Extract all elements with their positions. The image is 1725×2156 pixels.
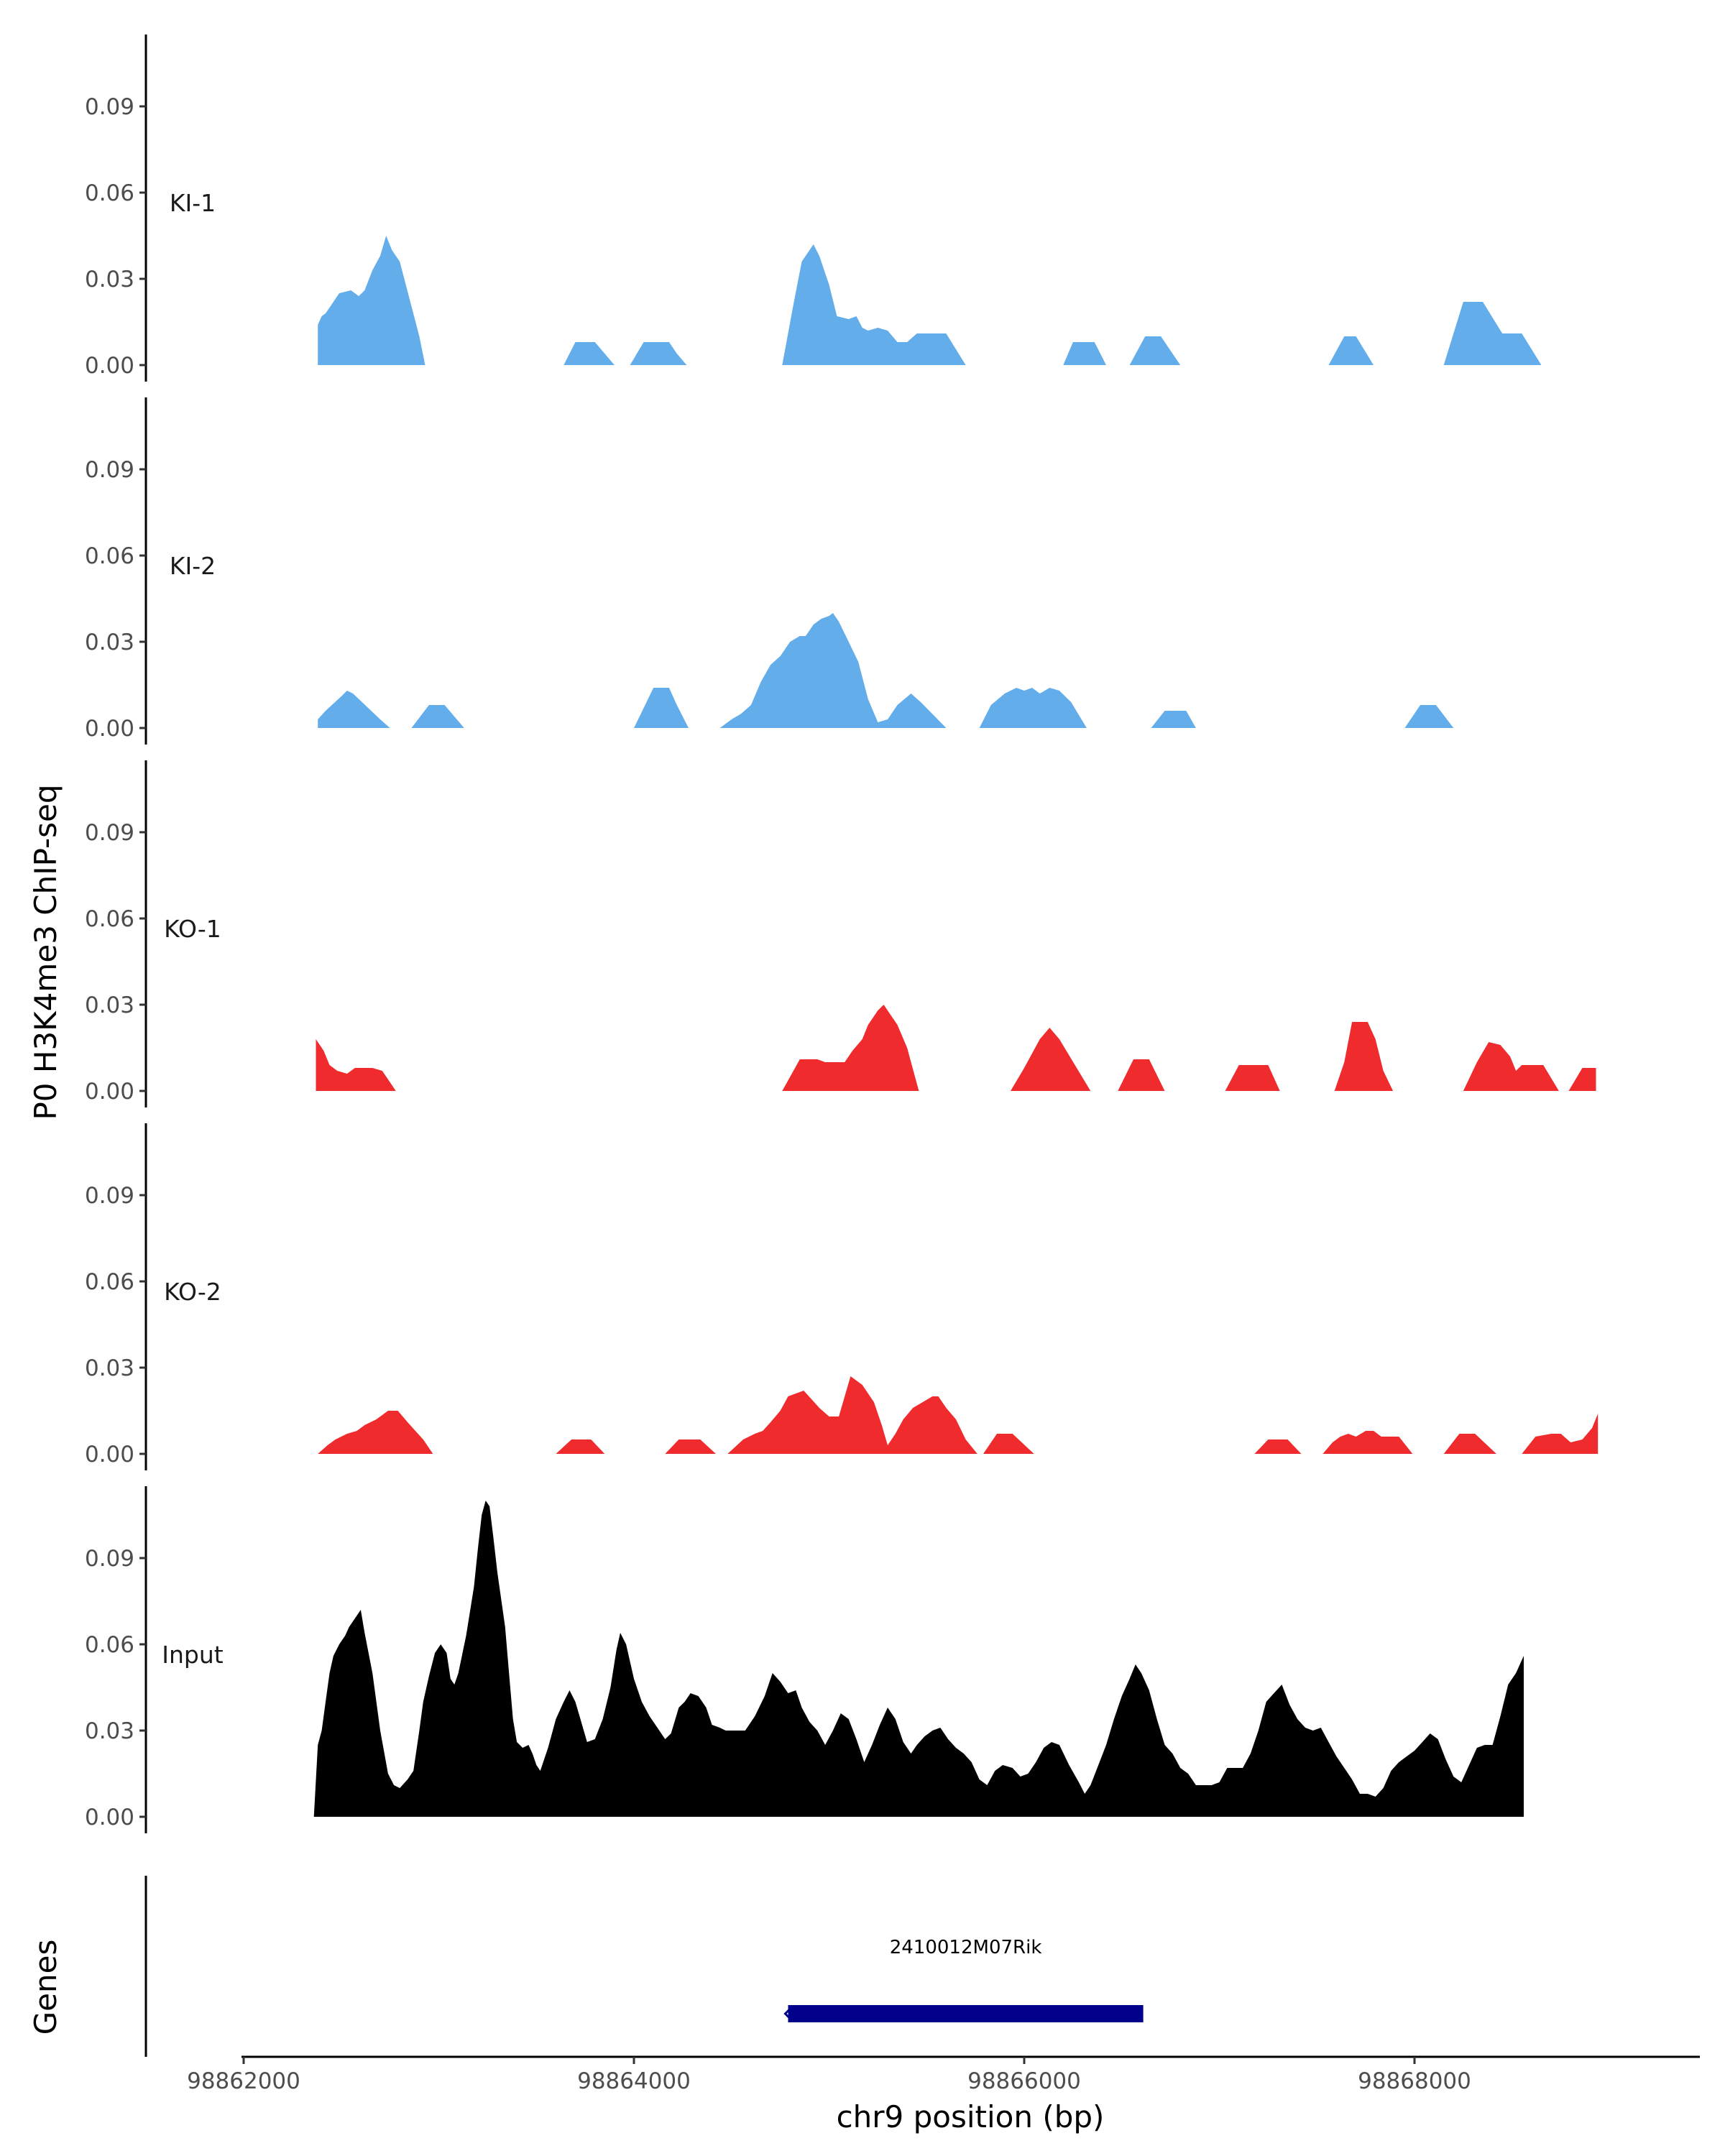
x-axis: 98862000 98864000 98866000 98868000 [187, 2055, 1700, 2094]
genes-axis-title: Genes [28, 1940, 63, 2035]
y-axis-title: P0 H3K4me3 ChIP-seq [28, 784, 63, 1120]
y-tick-label: 0.03 [85, 1355, 134, 1381]
y-tick-label: 0.00 [85, 353, 134, 379]
y-tick-label: 0.03 [85, 630, 134, 655]
x-tick-label: 98868000 [1358, 2068, 1471, 2094]
y-tick-label: 0.06 [85, 906, 134, 932]
genes-panel: 2410012M07Rik [144, 1876, 1144, 2057]
signal-area-ko-2 [318, 1376, 1598, 1454]
track-ko-1: 0.00 0.03 0.06 0.09 KO-1 [85, 760, 1596, 1107]
y-tick-label: 0.03 [85, 1718, 134, 1744]
track-ki-1: 0.00 0.03 0.06 0.09 KI-1 [85, 34, 1542, 382]
y-tick-label: 0.00 [85, 1442, 134, 1468]
x-tick-label: 98864000 [577, 2068, 691, 2094]
tracks-layer: 0.00 0.03 0.06 0.09 KI-1 0.00 0.03 0.06 0.09 KI-2… [85, 34, 1598, 1833]
track-input: 0.00 0.03 0.06 0.09 Input [85, 1486, 1524, 1833]
y-tick-label: 0.00 [85, 716, 134, 742]
track-label: KO-1 [164, 915, 221, 943]
y-tick-label: 0.06 [85, 1632, 134, 1658]
track-label: KI-1 [170, 189, 216, 217]
y-tick-label: 0.03 [85, 267, 134, 292]
x-axis-title: chr9 position (bp) [837, 2099, 1105, 2134]
signal-area-ko-1 [316, 1005, 1596, 1091]
x-tick-label: 98862000 [187, 2068, 300, 2094]
track-label: KI-2 [170, 552, 216, 580]
track-label: KO-2 [164, 1278, 221, 1306]
y-tick-label: 0.09 [85, 820, 134, 846]
x-tick-label: 98866000 [967, 2068, 1081, 2094]
track-label: Input [162, 1641, 224, 1669]
track-ki-2: 0.00 0.03 0.06 0.09 KI-2 [85, 397, 1454, 745]
strand-arrow [783, 2007, 792, 2021]
y-tick-label: 0.06 [85, 543, 134, 569]
track-ko-2: 0.00 0.03 0.06 0.09 KO-2 [85, 1123, 1598, 1470]
gene-body [788, 2005, 1144, 2022]
y-tick-label: 0.06 [85, 1269, 134, 1295]
y-tick-label: 0.00 [85, 1079, 134, 1105]
signal-area-input [313, 1501, 1524, 1817]
y-tick-label: 0.09 [85, 1546, 134, 1572]
y-tick-label: 0.09 [85, 457, 134, 483]
y-tick-label: 0.00 [85, 1805, 134, 1830]
signal-area-ki-2 [318, 613, 1454, 728]
gene-label: 2410012M07Rik [890, 1937, 1042, 1958]
y-tick-label: 0.03 [85, 992, 134, 1018]
y-tick-label: 0.09 [85, 1183, 134, 1209]
y-tick-label: 0.06 [85, 180, 134, 206]
signal-area-ki-1 [318, 236, 1542, 365]
y-tick-label: 0.09 [85, 94, 134, 120]
